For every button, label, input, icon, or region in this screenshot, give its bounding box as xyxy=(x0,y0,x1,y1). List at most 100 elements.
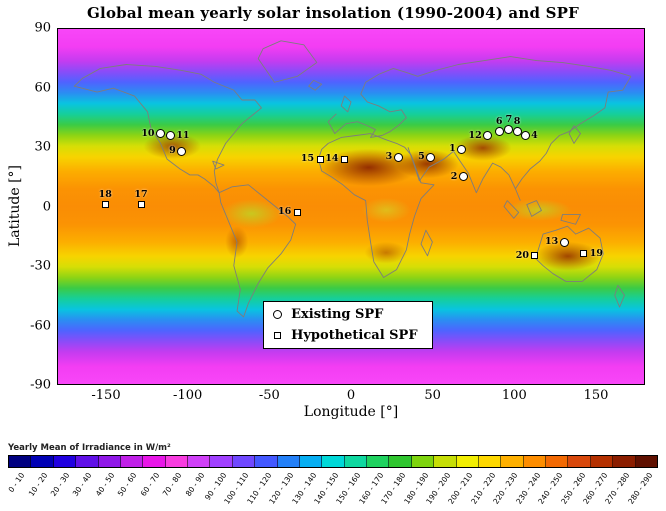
circle-marker-icon xyxy=(273,309,283,319)
colorbar-cell xyxy=(501,456,524,467)
circle-marker-icon xyxy=(512,127,522,137)
colorbar-cell xyxy=(299,456,323,467)
colorbar-tick-label: 70 - 80 xyxy=(160,471,184,498)
square-marker-icon xyxy=(316,155,324,163)
x-tick-label: -100 xyxy=(173,388,203,403)
marker-number-label: 12 xyxy=(468,129,482,141)
colorbar-cell xyxy=(322,456,345,467)
colorbar xyxy=(8,455,658,468)
marker-number-label: 10 xyxy=(141,127,155,139)
square-marker-icon xyxy=(580,250,588,258)
marker-number-label: 17 xyxy=(134,188,148,200)
colorbar-tick-label: 30 - 40 xyxy=(71,471,94,498)
x-tick-label: -150 xyxy=(91,388,121,403)
colorbar-cell xyxy=(53,456,77,467)
y-tick-label: 60 xyxy=(34,80,51,95)
marker-layer: 1 2 3 4 5 6 7 8 9 10 11 12 13 14 15 16 17 18 19 20 xyxy=(58,29,644,384)
marker-number-label: 6 xyxy=(495,115,503,127)
circle-marker-icon xyxy=(457,144,467,154)
y-tick-label: -90 xyxy=(30,377,51,393)
marker-number-label: 16 xyxy=(278,206,292,218)
colorbar-cell xyxy=(120,456,144,467)
colorbar-tick-label: 80 - 90 xyxy=(183,471,206,498)
legend-label-existing: Existing SPF xyxy=(291,306,384,322)
square-marker-icon xyxy=(340,155,348,163)
marker-number-label: 3 xyxy=(385,151,393,163)
colorbar-cell xyxy=(590,456,614,467)
y-tick-label: -30 xyxy=(30,258,51,274)
circle-marker-icon xyxy=(156,129,166,139)
x-tick-labels: -150 -100 -50 0 50 100 150 xyxy=(57,388,645,403)
x-tick-label: 50 xyxy=(424,388,441,403)
colorbar-cell xyxy=(456,456,479,467)
legend-item-existing: Existing SPF xyxy=(273,307,417,322)
colorbar-cell xyxy=(277,456,300,467)
y-tick-labels: 90 60 30 0 -30 -60 -90 xyxy=(0,21,53,393)
marker-number-label: 11 xyxy=(176,129,190,141)
colorbar-cell xyxy=(165,456,188,467)
colorbar-tick-label: 10 - 20 xyxy=(26,471,49,498)
marker-number-label: 15 xyxy=(300,153,315,165)
colorbar-cell xyxy=(434,456,457,467)
colorbar-cell xyxy=(98,456,121,467)
colorbar-cell xyxy=(143,456,166,467)
coastline-map xyxy=(58,29,644,384)
legend-item-hypothetical: Hypothetical SPF xyxy=(273,327,418,343)
colorbar-cell xyxy=(613,456,636,467)
circle-marker-icon xyxy=(504,125,514,135)
y-tick-label: 90 xyxy=(34,20,51,36)
colorbar-tick-label: 40 - 50 xyxy=(93,471,117,498)
x-axis-label: Longitude [°] xyxy=(303,404,399,420)
marker-number-label: 14 xyxy=(325,153,339,165)
circle-marker-icon xyxy=(177,146,187,156)
marker-number-label: 9 xyxy=(169,145,176,157)
colorbar-title: Yearly Mean of Irradiance in W/m² xyxy=(8,443,171,453)
colorbar-cell xyxy=(367,456,390,467)
marker-number-label: 7 xyxy=(505,113,513,125)
colorbar-cell xyxy=(411,456,435,467)
square-marker-icon xyxy=(274,331,282,339)
marker-number-label: 13 xyxy=(545,236,559,247)
colorbar-cell xyxy=(389,456,412,467)
circle-marker-icon xyxy=(393,152,403,162)
circle-marker-icon xyxy=(483,131,493,140)
colorbar-cell xyxy=(210,456,233,467)
marker-number-label: 18 xyxy=(98,188,112,200)
x-tick-label: 100 xyxy=(501,388,527,403)
figure-title: Global mean yearly solar insolation (199… xyxy=(87,4,579,22)
marker-number-label: 20 xyxy=(515,249,529,261)
colorbar-cell xyxy=(344,456,367,467)
circle-marker-icon xyxy=(559,237,569,247)
square-marker-icon xyxy=(293,208,301,216)
circle-marker-icon xyxy=(458,172,468,182)
colorbar-cell xyxy=(188,456,211,467)
colorbar-cell xyxy=(76,456,99,467)
x-tick-label: -50 xyxy=(258,388,280,403)
square-marker-icon xyxy=(137,201,145,209)
legend-label-hypothetical: Hypothetical SPF xyxy=(291,327,418,343)
square-marker-icon xyxy=(101,201,109,209)
marker-number-label: 4 xyxy=(531,129,538,141)
colorbar-cell xyxy=(568,456,591,467)
colorbar-tick-labels: 0 - 10 10 - 20 20 - 30 30 - 40 40 - 50 50 - 6… xyxy=(6,471,658,509)
marker-number-label: 5 xyxy=(418,151,425,163)
colorbar-tick-label: 0 - 10 xyxy=(6,471,27,495)
colorbar-cell xyxy=(523,456,546,467)
marker-number-label: 2 xyxy=(450,170,458,182)
colorbar-cell xyxy=(635,456,657,467)
marker-number-label: 19 xyxy=(589,247,603,259)
colorbar-tick-label: 20 - 30 xyxy=(48,471,72,498)
circle-marker-icon xyxy=(426,152,436,162)
square-marker-icon xyxy=(531,252,539,260)
colorbar-cell xyxy=(546,456,569,467)
x-tick-label: 0 xyxy=(346,388,356,403)
colorbar-cell xyxy=(478,456,502,467)
x-tick-label: 150 xyxy=(583,388,609,403)
y-tick-label: -60 xyxy=(30,318,51,333)
plot-area: 1 2 3 4 5 6 7 8 9 10 11 12 13 14 15 16 17 18 19 20 Existing… xyxy=(57,28,645,385)
marker-number-label: 1 xyxy=(449,143,456,155)
marker-number-label: 8 xyxy=(513,115,521,127)
legend: Existing SPF Hypothetical SPF xyxy=(263,300,433,349)
